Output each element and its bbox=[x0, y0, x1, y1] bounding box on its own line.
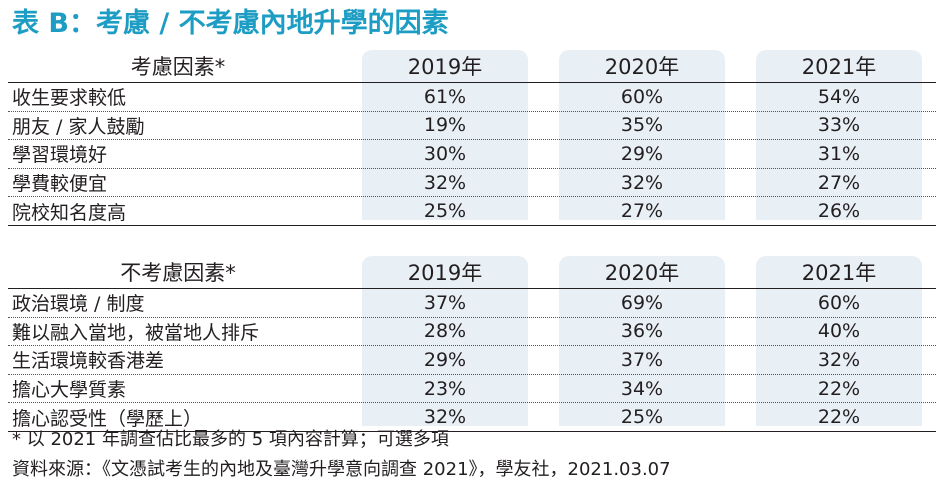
row-factor: 院校知名度高 bbox=[12, 201, 127, 224]
cell-2020: 25% bbox=[620, 406, 664, 429]
table-row: 學習環境好 30% 29% 31% bbox=[8, 140, 936, 169]
column-band-2021 bbox=[756, 256, 922, 426]
cell-2021: 22% bbox=[817, 377, 861, 400]
header-2020: 2020年 bbox=[604, 55, 680, 79]
row-factor: 收生要求較低 bbox=[12, 87, 127, 110]
cell-2019: 30% bbox=[423, 142, 467, 165]
table-row: 擔心大學質素 23% 34% 22% bbox=[8, 375, 936, 404]
consider-factors-table: 考慮因素* 2019年 2020年 2021年 收生要求較低 61% 60% 5… bbox=[8, 50, 936, 226]
table-row: 政治環境 / 制度 37% 69% 60% bbox=[8, 289, 936, 318]
footnote: * 以 2021 年調查佔比最多的 5 項內容計算；可選多項 bbox=[12, 429, 449, 450]
cell-2021: 27% bbox=[817, 171, 861, 194]
source-note: 資料來源：《文憑試考生的內地及臺灣升學意向調查 2021》，學友社，2021.0… bbox=[12, 459, 671, 480]
table-row: 學費較便宜 32% 32% 27% bbox=[8, 169, 936, 198]
page-title: 表 B：考慮 / 不考慮內地升學的因素 bbox=[12, 8, 449, 39]
row-factor: 難以融入當地，被當地人排斥 bbox=[12, 321, 260, 344]
column-band-2021 bbox=[756, 50, 922, 220]
column-band-2019 bbox=[362, 50, 528, 220]
cell-2019: 28% bbox=[423, 320, 467, 343]
cell-2019: 19% bbox=[423, 114, 467, 137]
cell-2019: 32% bbox=[423, 406, 467, 429]
table-row: 院校知名度高 25% 27% 26% bbox=[8, 197, 936, 226]
cell-2019: 25% bbox=[423, 200, 467, 223]
cell-2021: 31% bbox=[817, 142, 861, 165]
cell-2020: 34% bbox=[620, 377, 664, 400]
header-2021: 2021年 bbox=[801, 55, 877, 79]
row-factor: 政治環境 / 制度 bbox=[12, 293, 145, 316]
column-band-2019 bbox=[362, 256, 528, 426]
cell-2020: 32% bbox=[620, 171, 664, 194]
column-band-2020 bbox=[559, 256, 725, 426]
table-header: 考慮因素* 2019年 2020年 2021年 bbox=[8, 50, 936, 83]
row-factor: 學費較便宜 bbox=[12, 173, 108, 196]
header-2019: 2019年 bbox=[407, 261, 483, 285]
table-row: 收生要求較低 61% 60% 54% bbox=[8, 83, 936, 112]
cell-2020: 29% bbox=[620, 142, 664, 165]
cell-2019: 32% bbox=[423, 171, 467, 194]
cell-2020: 35% bbox=[620, 114, 664, 137]
cell-2019: 23% bbox=[423, 377, 467, 400]
cell-2019: 29% bbox=[423, 348, 467, 371]
cell-2021: 54% bbox=[817, 85, 861, 108]
not-consider-factors-table: 不考慮因素* 2019年 2020年 2021年 政治環境 / 制度 37% 6… bbox=[8, 256, 936, 432]
cell-2020: 36% bbox=[620, 320, 664, 343]
table-row: 朋友 / 家人鼓勵 19% 35% 33% bbox=[8, 112, 936, 141]
cell-2020: 69% bbox=[620, 291, 664, 314]
cell-2021: 33% bbox=[817, 114, 861, 137]
row-factor: 生活環境較香港差 bbox=[12, 350, 165, 373]
row-factor: 學習環境好 bbox=[12, 144, 108, 167]
header-2019: 2019年 bbox=[407, 55, 483, 79]
cell-2019: 37% bbox=[423, 291, 467, 314]
cell-2021: 26% bbox=[817, 200, 861, 223]
cell-2021: 22% bbox=[817, 406, 861, 429]
table-row: 生活環境較香港差 29% 37% 32% bbox=[8, 346, 936, 375]
row-factor: 擔心大學質素 bbox=[12, 379, 127, 402]
cell-2021: 60% bbox=[817, 291, 861, 314]
header-2020: 2020年 bbox=[604, 261, 680, 285]
row-factor: 擔心認受性（學歷上） bbox=[12, 407, 203, 430]
cell-2021: 40% bbox=[817, 320, 861, 343]
cell-2020: 27% bbox=[620, 200, 664, 223]
header-2021: 2021年 bbox=[801, 261, 877, 285]
cell-2020: 60% bbox=[620, 85, 664, 108]
header-factor: 考慮因素* bbox=[130, 55, 226, 79]
header-factor: 不考慮因素* bbox=[120, 261, 236, 285]
table-header: 不考慮因素* 2019年 2020年 2021年 bbox=[8, 256, 936, 289]
cell-2020: 37% bbox=[620, 348, 664, 371]
table-row: 擔心認受性（學歷上） 32% 25% 22% bbox=[8, 403, 936, 432]
column-band-2020 bbox=[559, 50, 725, 220]
row-factor: 朋友 / 家人鼓勵 bbox=[12, 115, 145, 138]
cell-2019: 61% bbox=[423, 85, 467, 108]
cell-2021: 32% bbox=[817, 348, 861, 371]
table-row: 難以融入當地，被當地人排斥 28% 36% 40% bbox=[8, 318, 936, 347]
